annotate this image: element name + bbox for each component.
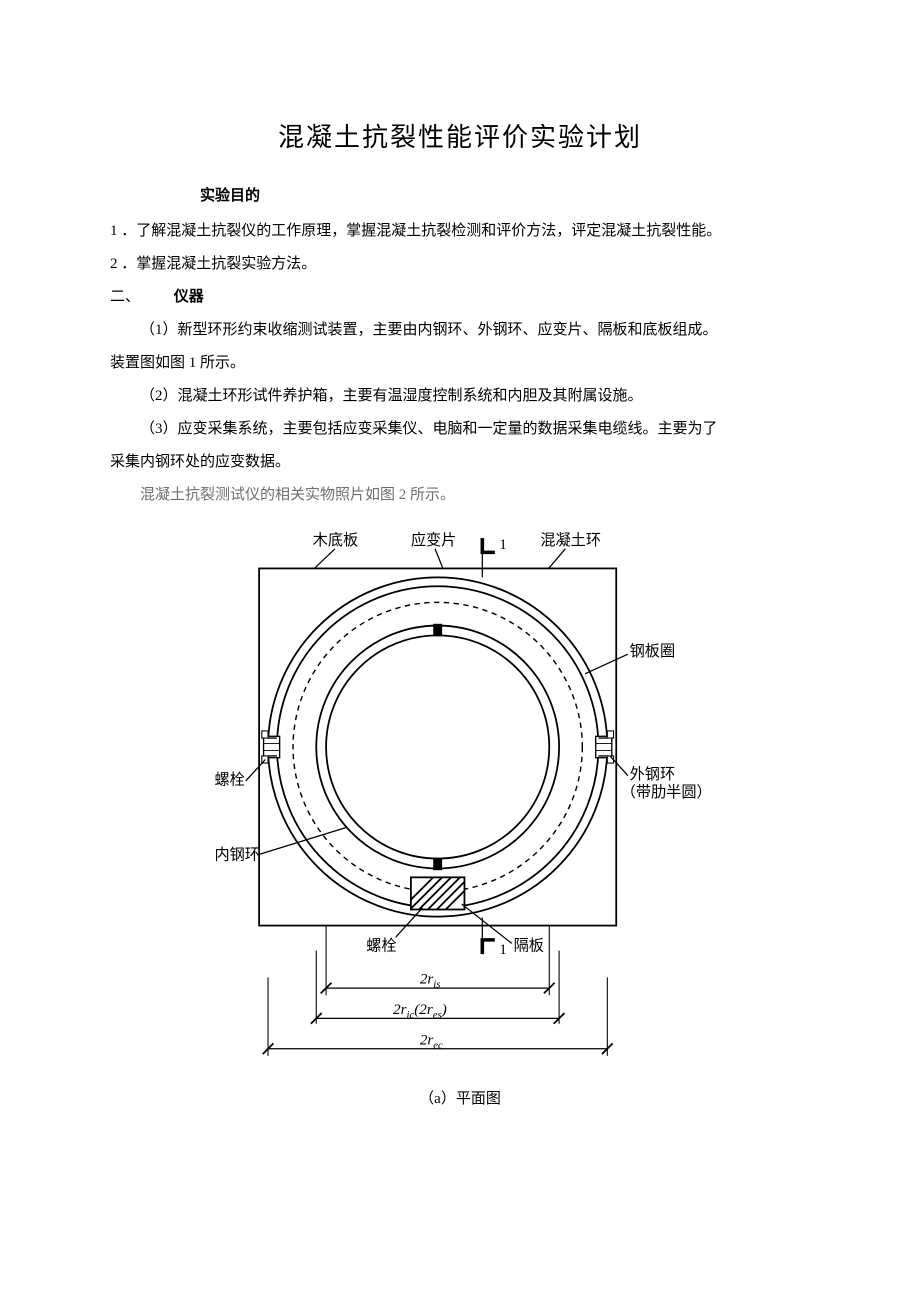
figure-1a: 木底板 应变片 混凝土环 1 (210, 522, 710, 1108)
ring-diagram-svg: 木底板 应变片 混凝土环 1 (210, 522, 710, 1076)
section2-heading: 仪器 (174, 289, 204, 305)
label-geban: 隔板 (514, 937, 544, 955)
section-mark-top (482, 538, 494, 552)
dim-label-1: 2ris (420, 971, 441, 991)
label-mudiban: 木底板 (313, 532, 358, 550)
strain-gauge-bottom (433, 858, 442, 870)
strain-gauge-top (433, 624, 442, 636)
baseplate-square (259, 569, 616, 926)
grey-note: 混凝土抗裂测试仪的相关实物照片如图 2 所示。 (110, 479, 810, 512)
dim-label-2: 2ric(2res) (393, 1001, 447, 1021)
figure-caption: （a）平面图 (210, 1087, 710, 1108)
para: （2）混凝土环形试件养护箱，主要有温湿度控制系统和内胆及其附属设施。 (110, 380, 810, 413)
label-gangbanquan: 钢板圈 (630, 642, 675, 660)
section1-item: 2 ．掌握混凝土抗裂实验方法。 (110, 248, 810, 281)
bolt-right-flange (596, 731, 614, 763)
section-label-top: 1 (499, 536, 507, 553)
label-neiganghuan: 内钢环 (214, 847, 259, 864)
para: 采集内钢环处的应变数据。 (110, 446, 810, 479)
para: 装置图如图 1 所示。 (110, 347, 810, 380)
doc-title: 混凝土抗裂性能评价实验计划 (110, 117, 810, 154)
section-mark-bottom (482, 940, 494, 954)
label-hunningtuhuan: 混凝土环 (540, 533, 601, 550)
section2-number: 二、 (110, 281, 170, 314)
section1-item: 1 ．了解混凝土抗裂仪的工作原理，掌握混凝土抗裂检测和评价方法，评定混凝土抗裂性… (110, 215, 810, 248)
bolt-left-flange (262, 731, 280, 763)
label-luoshuan-bottom: 螺栓 (366, 938, 396, 955)
label-yingbianpian: 应变片 (411, 532, 456, 550)
para: （1）新型环形约束收缩测试装置，主要由内钢环、外钢环、应变片、隔板和底板组成。 (110, 314, 810, 347)
section-label-bottom: 1 (499, 942, 507, 959)
label-luoshuan-left: 螺栓 (214, 772, 244, 789)
label-waiganghuan2: （带肋半圆） (621, 784, 710, 801)
section1-heading: 实验目的 (200, 184, 810, 205)
dim-label-3: 2rec (420, 1032, 443, 1052)
section2-heading-line: 二、 仪器 (110, 281, 810, 314)
label-waiganghuan1: 外钢环 (630, 767, 675, 784)
para: （3）应变采集系统，主要包括应变采集仪、电脑和一定量的数据采集电缆线。主要为了 (110, 413, 810, 446)
